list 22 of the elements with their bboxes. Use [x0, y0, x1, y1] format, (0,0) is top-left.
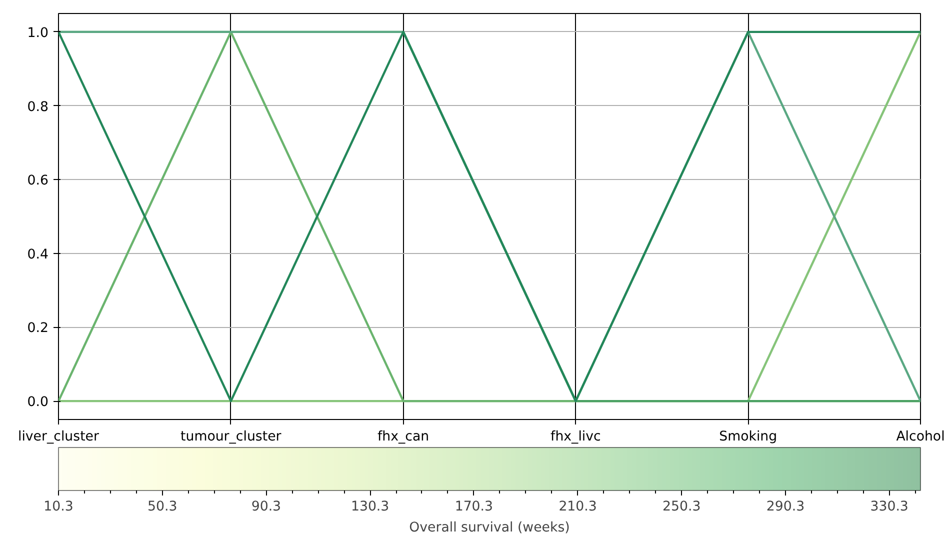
x-tick-label: fhx_can [377, 430, 430, 444]
color-bar-label: 250.3 [662, 500, 701, 514]
color-bar-label: 130.3 [350, 500, 390, 514]
color-bar-title: Overall survival (weeks) [409, 520, 570, 536]
color-bar-label: 290.3 [766, 500, 805, 514]
y-tick-label: 0.2 [27, 321, 49, 336]
x-tick-label: liver_cluster [18, 430, 100, 444]
color-bar-label: 10.3 [44, 500, 74, 514]
y-tick-label: 1.0 [27, 26, 49, 41]
color-bar-label: 50.3 [148, 500, 178, 514]
color-bar-label: 90.3 [251, 500, 282, 514]
color-bar-label: 210.3 [558, 500, 597, 514]
y-tick-label: 0.4 [27, 247, 49, 262]
color-bar-label: 330.3 [870, 500, 908, 514]
y-tick-label: 0.0 [27, 395, 49, 410]
x-tick-label: tumour_cluster [180, 430, 282, 444]
y-tick-label: 0.8 [27, 100, 49, 115]
color-bar-label: 170.3 [454, 500, 493, 514]
x-tick-label: Alcohol [896, 430, 945, 444]
y-tick-label: 0.6 [27, 174, 49, 189]
x-tick-label: fhx_livc [550, 430, 601, 444]
x-tick-label: Smoking [719, 430, 778, 444]
